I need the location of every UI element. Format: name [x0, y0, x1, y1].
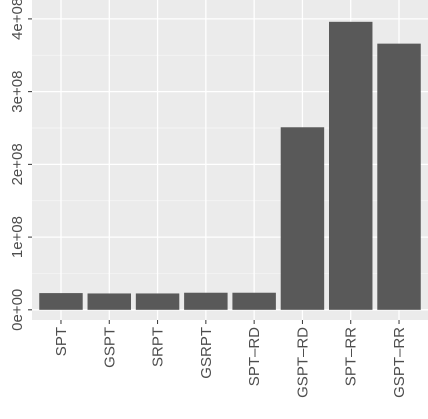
bar	[39, 293, 83, 310]
x-tick-label: SRPT	[150, 327, 167, 367]
x-tick-label: GSPT–RR	[391, 327, 408, 398]
y-tick-label: 2e+08	[9, 143, 26, 185]
y-axis: 0e+00 1e+08 2e+08 3e+08 4e+08	[9, 0, 32, 331]
bar	[135, 293, 180, 310]
y-tick-label: 0e+00	[9, 289, 26, 331]
x-axis: SPT GSPT SRPT GSRPT SPT–RD GSPT–RD SPT–RR GSPT–…	[53, 320, 408, 398]
x-tick-label: SPT–RD	[246, 327, 263, 386]
x-tick-label: GSRPT	[198, 327, 215, 379]
bars	[39, 21, 421, 310]
y-tick-label: 3e+08	[9, 71, 26, 113]
y-tick-label: 4e+08	[9, 0, 26, 40]
x-tick-label: SPT–RR	[343, 327, 360, 386]
x-tick-label: GSPT	[101, 327, 118, 368]
bar	[232, 292, 276, 310]
bar	[280, 127, 325, 310]
x-tick-label: SPT	[53, 327, 70, 356]
bar	[377, 43, 421, 310]
bar	[87, 293, 131, 310]
x-tick-label: GSPT–RD	[294, 327, 311, 398]
bar	[329, 21, 373, 310]
bar	[184, 292, 228, 310]
y-tick-label: 1e+08	[9, 216, 26, 258]
